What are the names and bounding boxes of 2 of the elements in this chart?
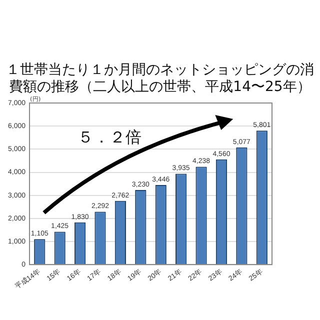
annotation: ５．２倍 xyxy=(78,128,142,147)
chart-title: １世帯当たり１か月間のネットショッピングの消費額の推移（二人以上の世帯、平成14〜25年） xyxy=(5,62,315,96)
